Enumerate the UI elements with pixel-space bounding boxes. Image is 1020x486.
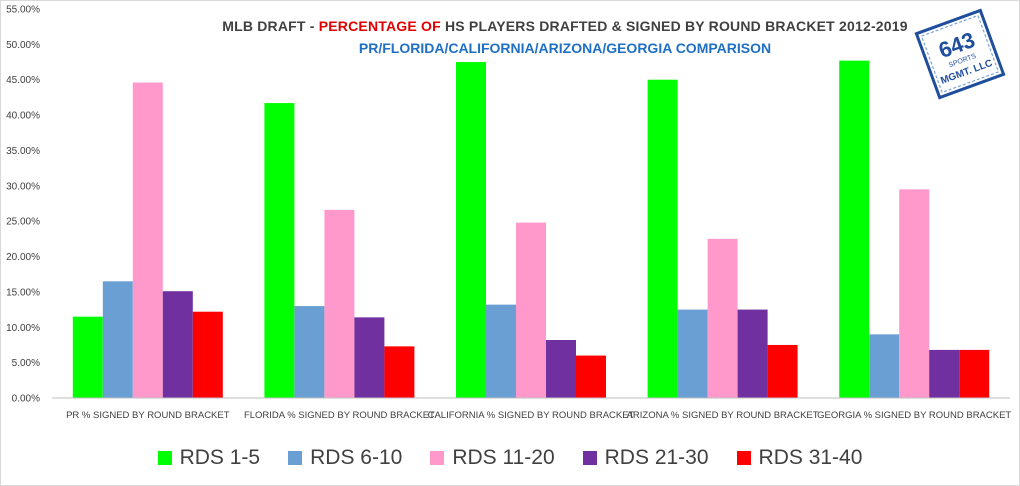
bar-rds-6-10-3 xyxy=(677,309,708,398)
legend-item: RDS 11-20 xyxy=(430,446,555,470)
bar-rds-31-40-0 xyxy=(192,311,223,398)
legend-item: RDS 1-5 xyxy=(157,446,261,470)
bar-rds-11-20-2 xyxy=(516,222,546,398)
legend-label: RDS 6-10 xyxy=(310,446,403,469)
y-tick-label: 30.00% xyxy=(6,181,40,192)
y-tick-label: 35.00% xyxy=(6,146,40,157)
bar-rds-1-5-4 xyxy=(839,60,870,398)
legend-swatch xyxy=(736,451,751,465)
bar-rds-6-10-2 xyxy=(486,304,516,398)
title-part-2: PERCENTAGE OF xyxy=(318,18,441,34)
bar-rds-6-10-1 xyxy=(294,306,325,398)
y-tick-label: 5.00% xyxy=(12,358,40,369)
bar-rds-31-40-2 xyxy=(576,355,606,398)
bar-rds-21-30-4 xyxy=(929,349,960,398)
legend-label: RDS 21-30 xyxy=(604,446,709,469)
bars xyxy=(72,60,990,399)
bar-rds-31-40-3 xyxy=(767,344,798,398)
bar-rds-6-10-4 xyxy=(869,334,900,398)
legend-swatch xyxy=(582,451,597,465)
y-tick-label: 50.00% xyxy=(6,40,40,51)
y-tick-label: 20.00% xyxy=(6,252,40,263)
y-tick-label: 40.00% xyxy=(6,111,40,122)
x-axis-labels: PR % SIGNED BY ROUND BRACKET FLORIDA % SI… xyxy=(66,410,1011,421)
title-part-3: HS PLAYERS DRAFTED & SIGNED BY ROUND BRA… xyxy=(440,18,908,34)
bar-rds-31-40-4 xyxy=(959,349,990,398)
bar-rds-21-30-0 xyxy=(162,291,193,398)
chart-subtitle: PR/FLORIDA/CALIFORNIA/ARIZONA/GEORGIA CO… xyxy=(358,40,772,56)
company-logo: 643 SPORTS MGMT. LLC xyxy=(914,8,1006,100)
legend-swatch xyxy=(430,451,445,465)
bar-rds-1-5-2 xyxy=(456,62,486,398)
y-tick-label: 45.00% xyxy=(6,75,40,86)
y-axis-labels: 0.00% 5.00% 10.00% 15.00% 20.00% 25.00% 30.00%… xyxy=(6,5,40,405)
bar-rds-21-30-3 xyxy=(737,309,768,398)
bar-rds-11-20-3 xyxy=(707,238,738,398)
title-part-1: MLB DRAFT - xyxy=(222,18,319,34)
x-category-label: ARIZONA % SIGNED BY ROUND BRACKET xyxy=(627,410,819,421)
bar-chart-plot: 0.00% 5.00% 10.00% 15.00% 20.00% 25.00% 30.00%… xyxy=(6,5,1011,422)
bar-rds-11-20-1 xyxy=(324,209,355,398)
y-tick-label: 10.00% xyxy=(6,323,40,334)
legend-label: RDS 31-40 xyxy=(758,446,863,469)
x-category-label: PR % SIGNED BY ROUND BRACKET xyxy=(66,410,230,421)
legend-swatch xyxy=(157,451,172,465)
legend-item: RDS 31-40 xyxy=(736,446,863,470)
logo-frame xyxy=(914,8,1006,100)
bar-rds-31-40-1 xyxy=(384,346,415,398)
legend-item: RDS 21-30 xyxy=(582,446,709,470)
legend-label: RDS 1-5 xyxy=(179,446,261,469)
x-category-label: FLORIDA % SIGNED BY ROUND BRACKET xyxy=(244,410,435,421)
legend-label: RDS 11-20 xyxy=(452,446,555,469)
bar-rds-6-10-0 xyxy=(102,281,133,398)
legend-item: RDS 6-10 xyxy=(288,446,402,470)
bar-rds-11-20-4 xyxy=(899,189,930,398)
y-tick-label: 0.00% xyxy=(12,394,40,405)
y-tick-label: 15.00% xyxy=(6,287,40,298)
bar-rds-1-5-3 xyxy=(647,79,678,399)
bar-rds-21-30-2 xyxy=(546,340,576,398)
x-category-label: CALIFORNIA % SIGNED BY ROUND BRACKET xyxy=(428,410,635,421)
bar-rds-11-20-0 xyxy=(132,82,163,398)
legend-swatch xyxy=(288,451,303,465)
y-tick-label: 25.00% xyxy=(6,217,40,228)
bar-rds-21-30-1 xyxy=(354,317,385,398)
bar-rds-1-5-1 xyxy=(264,103,295,399)
chart-title: MLB DRAFT - PERCENTAGE OF HS PLAYERS DRA… xyxy=(200,18,930,34)
x-category-label: GEORGIA % SIGNED BY ROUND BRACKET xyxy=(817,410,1011,421)
y-tick-label: 55.00% xyxy=(6,5,40,16)
bar-rds-1-5-0 xyxy=(72,316,103,398)
legend: RDS 1-5 RDS 6-10 RDS 11-20 RDS 21-30 RDS 31-… xyxy=(0,446,1020,470)
